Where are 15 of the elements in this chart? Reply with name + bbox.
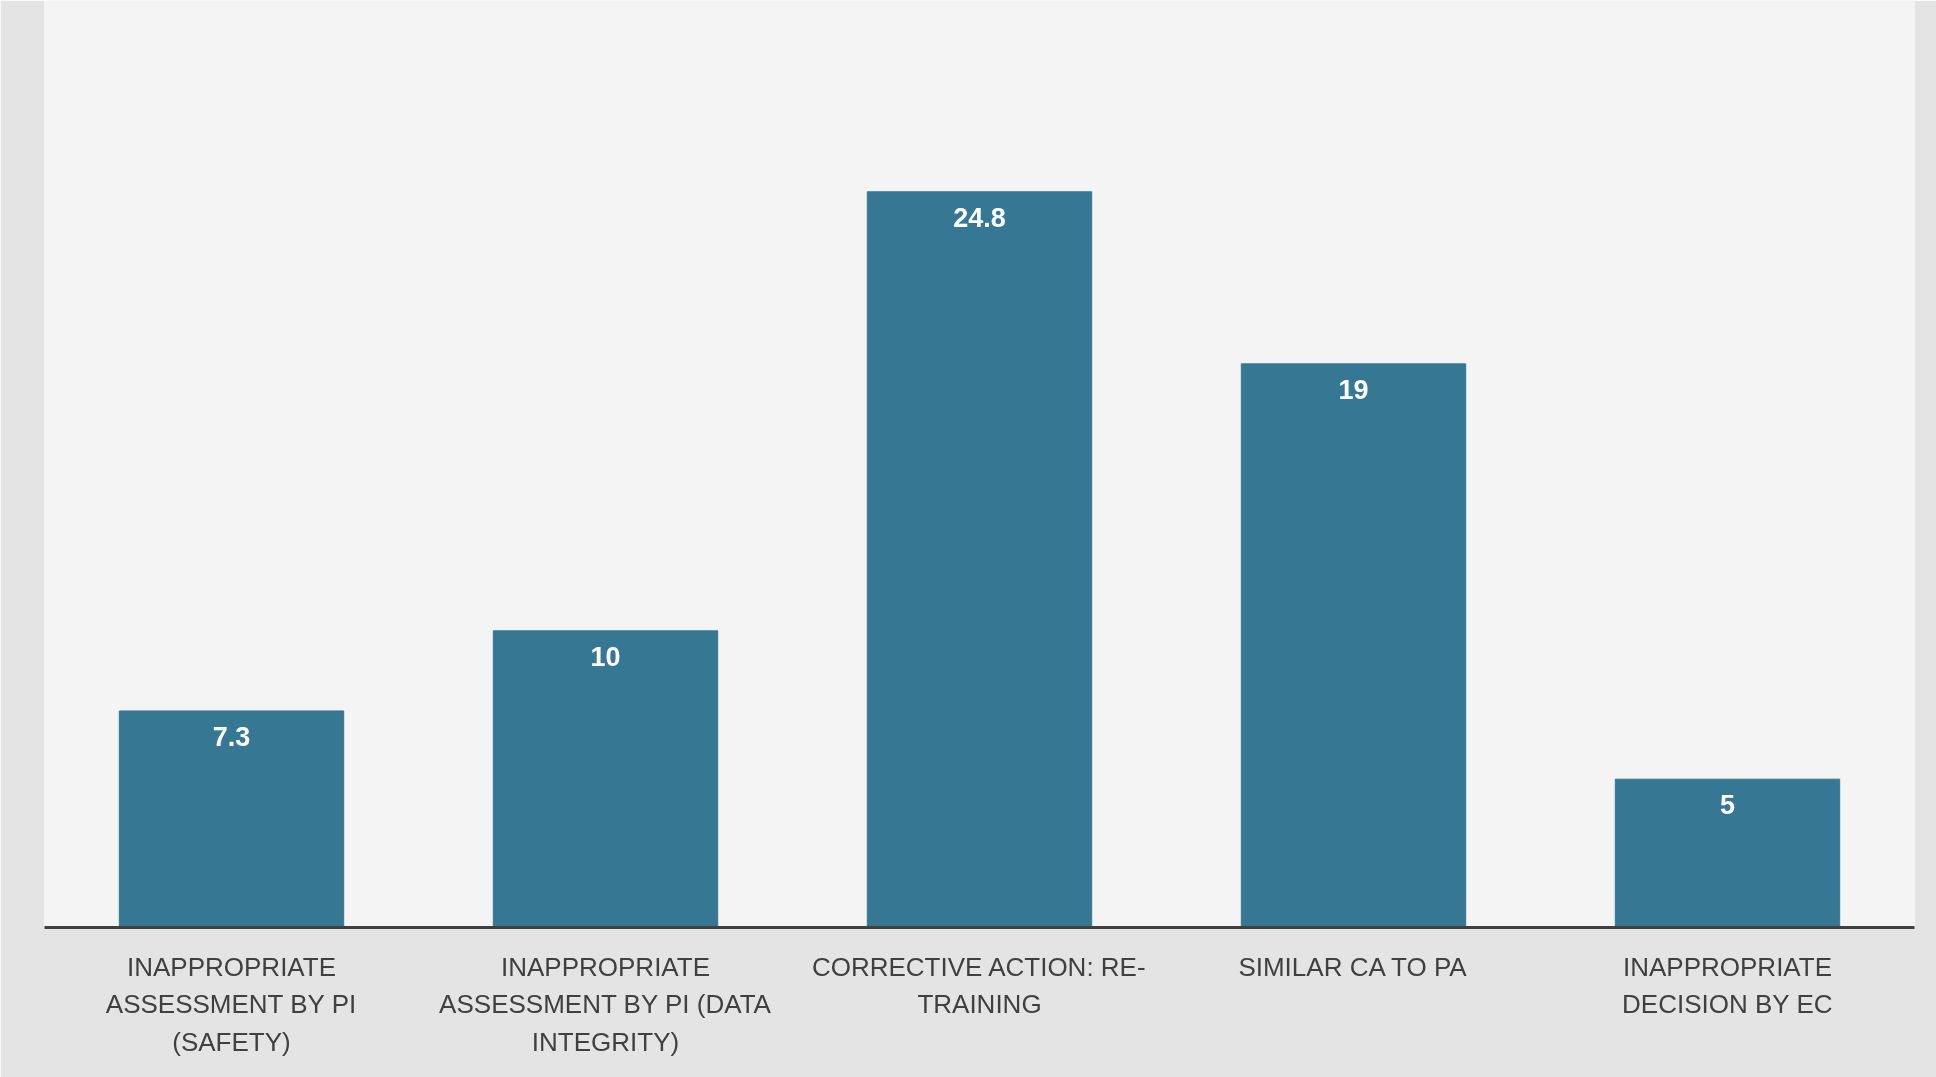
x-tick-label: INAPPROPRIATE ASSESSMENT BY PI (SAFETY): [105, 951, 357, 1057]
bar: [118, 710, 345, 928]
data-label: 19: [1338, 374, 1369, 405]
x-tick-label: INAPPROPRIATE ASSESSMENT BY PI (DATA INTEGRITY): [439, 951, 772, 1057]
bar: [1614, 778, 1841, 928]
x-tick-label: SIMILAR CA TO PA: [1238, 951, 1468, 982]
data-label: 5: [1719, 790, 1736, 821]
bar: [866, 191, 1093, 928]
x-tick-label: CORRECTIVE ACTION: RE- TRAINING: [811, 951, 1146, 1019]
data-label: 7.3: [212, 721, 251, 752]
bar: [492, 630, 719, 928]
bar: [1240, 363, 1467, 928]
data-label: 10: [590, 641, 621, 672]
data-label: 24.8: [953, 202, 1006, 233]
x-tick-label: INAPPROPRIATE DECISION BY EC: [1622, 951, 1833, 1019]
